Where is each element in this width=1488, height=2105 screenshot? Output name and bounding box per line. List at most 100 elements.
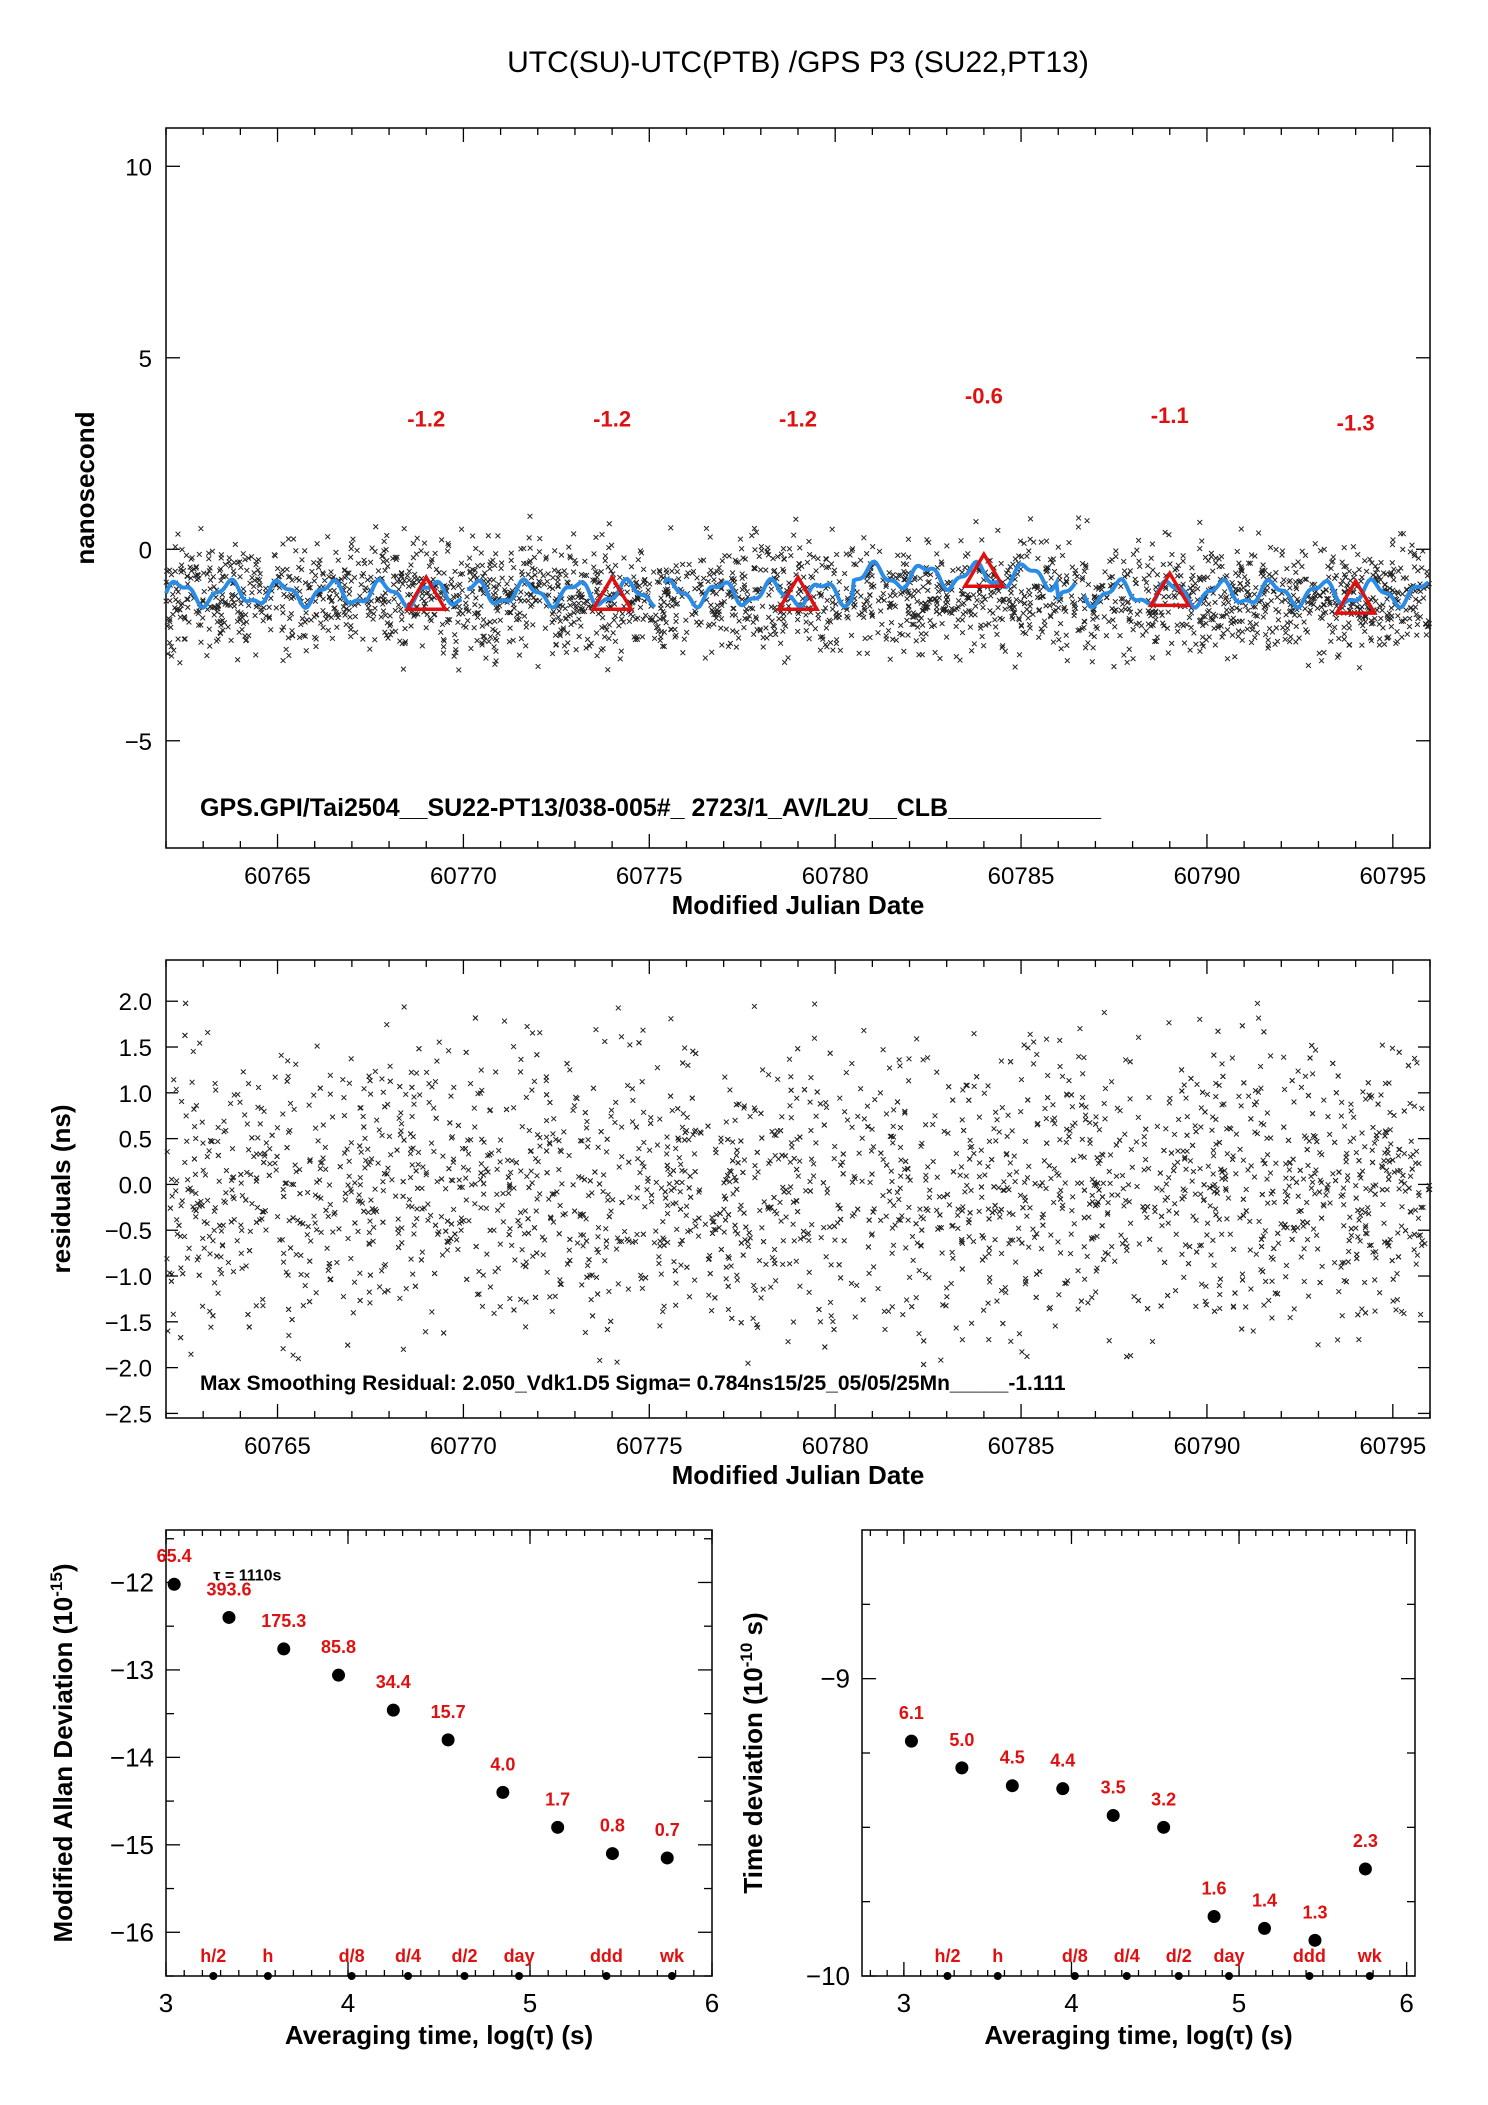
residual-point — [1006, 1186, 1012, 1193]
data-point — [510, 601, 517, 608]
residual-point — [1030, 1039, 1037, 1045]
data-point — [964, 594, 970, 601]
data-point — [1372, 598, 1379, 605]
residual-point — [1043, 1036, 1050, 1042]
residual-point — [221, 1118, 227, 1124]
residual-point — [367, 1091, 374, 1097]
residual-point — [1167, 1095, 1173, 1102]
residual-point — [291, 1106, 297, 1113]
data-point — [616, 622, 622, 629]
data-point — [459, 587, 465, 594]
residual-point — [1371, 1277, 1378, 1283]
data-point — [851, 604, 857, 610]
data-point — [325, 627, 332, 634]
residual-point — [249, 1200, 255, 1207]
residual-point — [767, 1284, 774, 1290]
residual-point — [645, 1178, 651, 1185]
data-point — [1101, 614, 1108, 620]
data-point — [179, 546, 185, 553]
residual-point — [882, 1326, 888, 1333]
data-point — [864, 597, 871, 603]
residual-point — [656, 1254, 662, 1260]
data-point — [263, 585, 269, 592]
residual-point — [1056, 1037, 1063, 1044]
data-point — [888, 619, 895, 626]
residual-point — [752, 1287, 758, 1294]
residual-point — [526, 1127, 533, 1134]
residual-point — [585, 1192, 592, 1199]
data-point — [341, 609, 347, 615]
residual-point — [373, 1117, 380, 1123]
residual-point — [200, 1167, 206, 1174]
data-point — [1319, 615, 1325, 622]
data-point — [1341, 544, 1347, 551]
data-point — [1062, 608, 1069, 615]
data-point — [407, 591, 414, 598]
residual-point — [1314, 1246, 1321, 1252]
residual-point — [976, 1208, 982, 1215]
daily-mean-marker — [404, 573, 449, 611]
residual-point — [290, 1352, 296, 1358]
residual-point — [526, 1184, 532, 1191]
data-point — [455, 582, 461, 589]
residual-point — [267, 1161, 273, 1167]
residual-point — [790, 1319, 797, 1325]
data-point — [211, 583, 217, 590]
data-point — [296, 564, 302, 571]
residual-point — [671, 1185, 677, 1191]
residual-point — [1267, 1053, 1274, 1059]
residual-point — [750, 1282, 757, 1289]
residual-point — [508, 1242, 515, 1249]
data-point — [395, 602, 402, 608]
data-point — [986, 621, 992, 627]
residual-point — [1216, 1305, 1223, 1312]
data-point — [1120, 596, 1127, 602]
residual-point — [1310, 1226, 1317, 1232]
residual-point — [593, 1274, 600, 1281]
residual-point — [926, 1194, 933, 1201]
residual-point — [537, 1029, 543, 1036]
residual-point — [1216, 1282, 1223, 1289]
data-point — [1134, 611, 1141, 618]
data-point — [317, 620, 324, 626]
residual-point — [968, 1187, 974, 1194]
residual-point — [428, 1140, 435, 1146]
data-point — [822, 605, 829, 611]
residual-point — [1114, 1105, 1121, 1112]
residual-point — [1165, 1220, 1172, 1226]
residual-point — [1396, 1146, 1403, 1153]
residual-point — [922, 1271, 929, 1278]
residual-point — [238, 1250, 245, 1257]
data-point — [1333, 572, 1340, 579]
data-point — [591, 551, 597, 557]
data-point — [535, 663, 541, 670]
data-point — [1113, 548, 1119, 554]
residual-point — [1257, 1063, 1264, 1070]
data-point — [972, 603, 979, 609]
data-point — [200, 597, 206, 603]
data-point — [472, 572, 478, 578]
data-point — [808, 620, 814, 627]
residual-point — [543, 1134, 550, 1140]
data-point — [1043, 538, 1050, 544]
data-point — [549, 619, 555, 626]
residual-point — [1122, 1131, 1128, 1137]
data-point — [1362, 619, 1369, 625]
data-point — [673, 601, 679, 608]
data-point — [1158, 609, 1164, 616]
data-point — [235, 596, 242, 603]
data-point — [1026, 587, 1032, 593]
residual-point — [853, 1282, 860, 1289]
residual-point — [351, 1279, 358, 1285]
residual-point — [1390, 1276, 1396, 1283]
residual-point — [1113, 1173, 1120, 1180]
data-point — [620, 619, 627, 625]
residual-point — [828, 1262, 834, 1268]
data-point — [428, 617, 434, 624]
data-point — [1117, 632, 1123, 639]
residual-point — [734, 1186, 740, 1193]
data-point — [492, 551, 499, 557]
data-point — [1109, 574, 1115, 580]
data-point — [1356, 664, 1363, 671]
data-point — [1378, 559, 1384, 566]
